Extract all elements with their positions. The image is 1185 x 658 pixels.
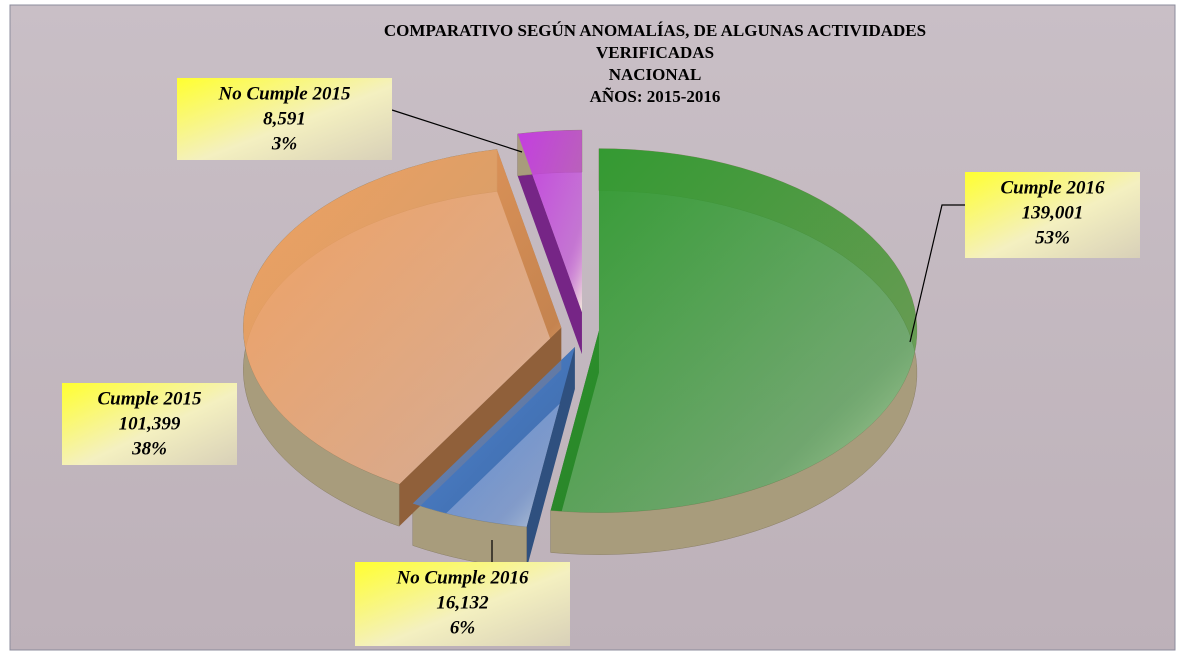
slice-name: No Cumple 2015 [218,83,351,104]
slice [243,149,562,485]
slice-value: 101,399 [119,413,181,434]
slice-percent: 53% [1035,227,1070,248]
chart-title: VERIFICADAS [596,43,714,62]
leader-line [909,204,965,343]
label-box [177,78,392,160]
slice [550,148,917,513]
slice-name: Cumple 2015 [98,388,202,409]
slice-percent: 6% [450,617,475,638]
slice-value: 8,591 [263,108,306,129]
slice-value: 16,132 [436,592,489,613]
label-box [965,172,1140,258]
chart-title: NACIONAL [609,65,702,84]
slice-name: No Cumple 2016 [396,567,529,588]
slice-side [517,130,582,355]
chart-title: AÑOS: 2015-2016 [590,87,721,106]
chart-title: COMPARATIVO SEGÚN ANOMALÍAS, DE ALGUNAS … [384,21,926,40]
slice-percent: 3% [271,133,297,154]
slice-percent: 38% [131,438,167,459]
slice [412,346,575,527]
leader-line [391,109,523,153]
slice [517,130,582,313]
slice-value: 139,001 [1022,202,1084,223]
slice-name: Cumple 2016 [1001,177,1105,198]
label-box [62,383,237,465]
label-box [355,562,570,646]
